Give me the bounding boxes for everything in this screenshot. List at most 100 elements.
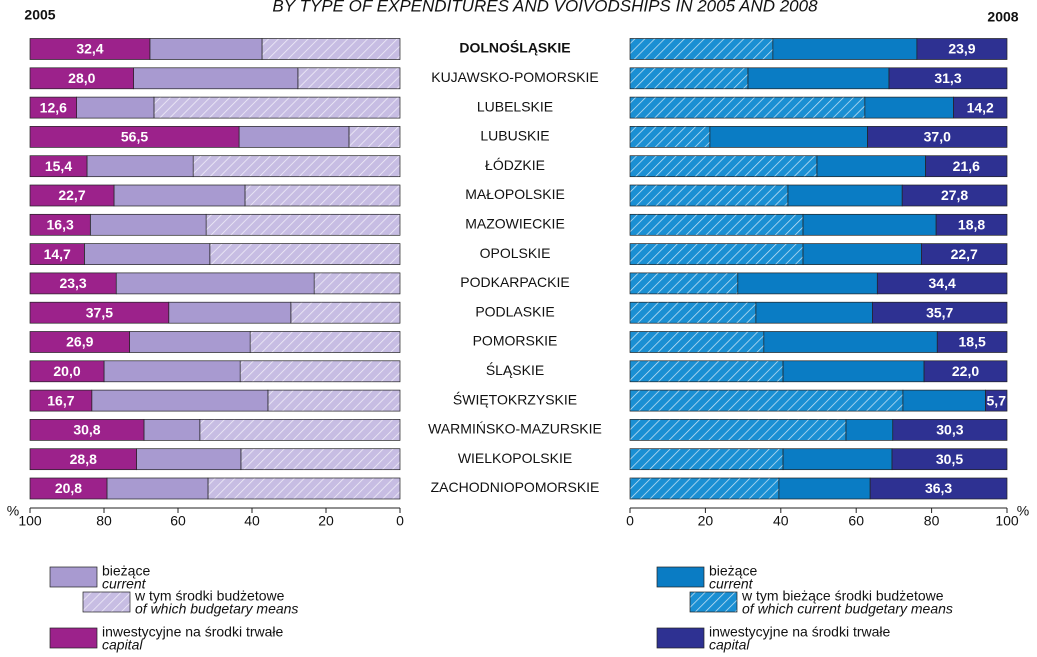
- bar-segment: [106, 477, 209, 500]
- bar-segment: [782, 448, 893, 471]
- category-label: LUBUSKIE: [480, 128, 549, 144]
- legend-label: inwestycyjne na środki trwałe: [102, 624, 284, 640]
- bar-segment: [249, 331, 401, 353]
- bar-segment: [629, 301, 757, 324]
- bar-segment: [86, 155, 194, 178]
- bar-segment: [953, 96, 1008, 119]
- bar-segment: [136, 448, 242, 471]
- bar-segment: [782, 360, 925, 383]
- bar-segment: [985, 389, 1008, 412]
- value-label: 32,4: [76, 41, 103, 57]
- bar-segment: [91, 389, 269, 412]
- x-tick-label: 80: [96, 513, 112, 529]
- panel-title: 2005: [24, 7, 55, 23]
- bar-segment: [238, 126, 350, 148]
- value-label: 20,8: [55, 480, 82, 496]
- bar-segment: [629, 184, 789, 207]
- bar-segment: [763, 331, 938, 353]
- legend-label: bieżące: [102, 563, 150, 579]
- bar-segment: [864, 96, 954, 119]
- value-label: 27,8: [941, 187, 968, 203]
- value-label: 18,5: [959, 334, 986, 350]
- bar-segment: [892, 419, 1008, 441]
- bar-segment: [629, 38, 774, 60]
- chart-title: BY TYPE OF EXPENDITURES AND VOIVODSHIPS …: [272, 0, 818, 15]
- value-label: 26,9: [66, 334, 93, 350]
- bar-segment: [876, 272, 1008, 295]
- value-label: 34,4: [929, 275, 956, 291]
- bar-segment: [29, 389, 93, 412]
- legend-swatch: [49, 627, 98, 649]
- bar-segment: [89, 213, 207, 236]
- axis-label: %: [7, 503, 19, 519]
- category-label: DOLNOŚLĄSKIE: [459, 39, 570, 56]
- legend-label: current: [709, 576, 754, 592]
- category-label: ŚWIĘTOKRZYSKIE: [453, 390, 577, 407]
- bar-segment: [629, 477, 780, 500]
- bar-segment: [129, 331, 251, 353]
- category-label: MAZOWIECKIE: [465, 216, 565, 232]
- value-label: 30,5: [936, 451, 963, 467]
- bar-segment: [816, 155, 926, 178]
- x-tick-label: 100: [18, 513, 42, 529]
- category-label: LUBELSKIE: [477, 98, 553, 114]
- value-label: 30,8: [73, 422, 100, 438]
- legend-swatch: [656, 627, 705, 649]
- value-label: 35,7: [926, 304, 953, 320]
- category-label: ŚLĄSKIE: [486, 361, 544, 378]
- legend-label: bieżące: [709, 563, 757, 579]
- bar-segment: [923, 360, 1008, 383]
- value-label: 37,0: [924, 129, 951, 145]
- bar-segment: [845, 419, 894, 441]
- category-label: ŁÓDZKIE: [485, 157, 545, 173]
- value-label: 14,7: [44, 246, 71, 262]
- bar-segment: [115, 272, 315, 295]
- bar-segment: [747, 67, 890, 90]
- bar-segment: [29, 477, 108, 500]
- bar-segment: [802, 213, 937, 236]
- bar-segment: [629, 155, 818, 178]
- bar-segment: [709, 126, 868, 148]
- category-label: POMORSKIE: [473, 333, 558, 349]
- value-label: 37,5: [86, 304, 113, 320]
- value-label: 36,3: [925, 480, 952, 496]
- legend-label: w tym środki budżetowe: [134, 588, 285, 604]
- x-tick-label: 0: [396, 513, 404, 529]
- value-label: 15,4: [45, 158, 72, 174]
- bar-segment: [869, 477, 1008, 500]
- value-label: 28,8: [70, 451, 97, 467]
- bar-segment: [239, 360, 401, 383]
- legend-label: current: [102, 576, 147, 592]
- legend-label: capital: [709, 637, 750, 653]
- bar-segment: [787, 184, 903, 207]
- bar-segment: [629, 419, 847, 441]
- bar-segment: [29, 213, 91, 236]
- bar-segment: [297, 67, 401, 90]
- x-tick-label: 100: [995, 513, 1019, 529]
- bar-segment: [209, 243, 401, 265]
- bar-segment: [290, 301, 401, 324]
- bar-segment: [29, 38, 151, 60]
- bar-segment: [29, 360, 105, 383]
- bar-segment: [891, 448, 1008, 471]
- bar-segment: [778, 477, 871, 500]
- bar-segment: [29, 155, 88, 178]
- legend-swatch: [656, 566, 705, 588]
- bar-segment: [916, 38, 1008, 60]
- bar-segment: [629, 448, 784, 471]
- x-tick-label: 20: [318, 513, 334, 529]
- value-label: 23,9: [948, 41, 975, 57]
- legend-swatch: [82, 591, 131, 613]
- bar-segment: [313, 272, 401, 295]
- bar-segment: [261, 38, 401, 60]
- bar-segment: [348, 126, 401, 148]
- bar-segment: [629, 213, 804, 236]
- x-tick-label: 40: [244, 513, 260, 529]
- value-label: 21,6: [953, 158, 980, 174]
- bar-segment: [888, 67, 1008, 90]
- bar-segment: [629, 243, 804, 265]
- value-label: 18,8: [958, 217, 985, 233]
- bar-segment: [921, 243, 1008, 265]
- bar-segment: [29, 272, 117, 295]
- category-label: WARMIŃSKO-MAZURSKIE: [428, 421, 602, 437]
